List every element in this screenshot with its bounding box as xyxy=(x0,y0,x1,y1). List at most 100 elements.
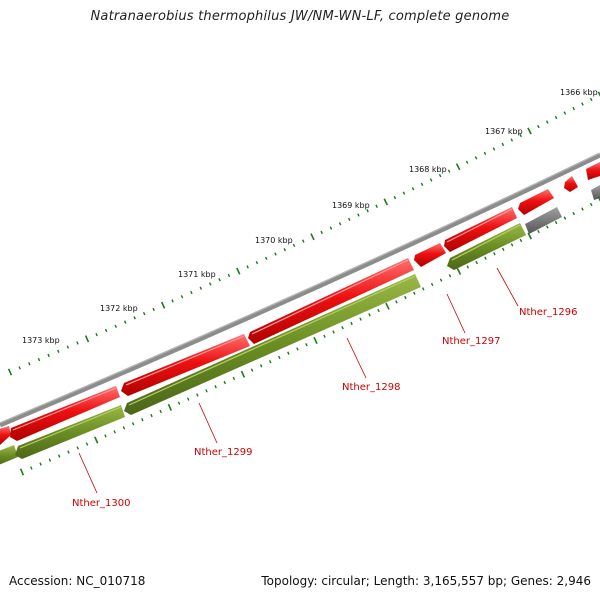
gene-forward-2 xyxy=(10,386,120,441)
leader-nther-1296 xyxy=(496,267,519,307)
outer-tick-9 xyxy=(95,332,98,337)
outer-tick-3 xyxy=(37,357,41,362)
inner-tick-28 xyxy=(278,355,281,360)
outer-tick-35 xyxy=(338,222,342,226)
inner-tick-27 xyxy=(268,359,272,364)
outer-tick-63 xyxy=(589,97,593,102)
genome-backbone xyxy=(0,152,600,428)
outer-tick-23 xyxy=(227,273,231,278)
scale-label-1373: 1373 kbp xyxy=(22,336,60,345)
outer-tick-28 xyxy=(274,252,277,256)
inner-tick-41 xyxy=(395,300,398,304)
inner-tick-56 xyxy=(527,232,533,240)
inner-tick-35 xyxy=(341,326,344,330)
leader-nther-1298 xyxy=(346,337,367,379)
scale-label-1370: 1370 kbp xyxy=(255,236,293,245)
feature-grey-2 xyxy=(591,185,600,200)
inner-tick-31 xyxy=(305,343,308,347)
outer-tick-61 xyxy=(572,106,575,111)
inner-tick-1 xyxy=(30,466,33,470)
inner-tick-23 xyxy=(232,376,236,381)
outer-tick-53 xyxy=(501,142,505,147)
outer-tick-44 xyxy=(420,182,424,187)
outer-tick-58 xyxy=(545,120,549,124)
gene-reverse-3 xyxy=(124,274,421,415)
inner-tick-58 xyxy=(546,225,549,229)
inner-tick-52 xyxy=(493,252,496,256)
inner-tick-20 xyxy=(205,389,208,393)
inner-tick-22 xyxy=(223,380,227,385)
outer-tick-24 xyxy=(236,267,241,275)
inner-tick-34 xyxy=(332,330,335,334)
gene-forward-7 xyxy=(518,189,554,215)
outer-tick-46 xyxy=(438,173,442,178)
map-title: Natranaerobius thermophilus JW/NM-WN-LF,… xyxy=(90,9,510,24)
inner-tick-55 xyxy=(519,238,523,243)
outer-tick-32 xyxy=(310,233,315,241)
inner-tick-4 xyxy=(57,454,61,458)
gene-label-nther-1298: Nther_1298 xyxy=(342,382,400,393)
outer-tick-34 xyxy=(329,226,333,230)
outer-tick-48 xyxy=(455,163,461,171)
outer-tick-16 xyxy=(160,301,166,309)
outer-tick-22 xyxy=(218,278,221,282)
inner-scale-ticks xyxy=(19,196,600,476)
inner-tick-29 xyxy=(287,351,290,355)
inner-tick-18 xyxy=(186,397,190,401)
inner-tick-46 xyxy=(439,278,443,282)
outer-tick-30 xyxy=(292,243,296,248)
outer-tick-64 xyxy=(597,91,600,97)
gene-forward-6 xyxy=(444,207,517,252)
inner-tick-19 xyxy=(196,393,199,397)
inner-tick-64 xyxy=(597,196,600,202)
gene-forward-4 xyxy=(248,258,414,344)
leader-nther-1299 xyxy=(198,402,218,444)
inner-tick-16 xyxy=(167,403,173,411)
outer-tick-40 xyxy=(383,198,389,206)
inner-tick-24 xyxy=(240,370,246,378)
outer-tick-56 xyxy=(527,127,532,135)
inner-tick-50 xyxy=(475,260,478,265)
gene-label-nther-1296: Nther_1296 xyxy=(519,307,577,318)
scale-label-1367: 1367 kbp xyxy=(485,127,523,136)
feature-grey-1 xyxy=(525,207,562,234)
inner-tick-45 xyxy=(430,282,434,287)
outer-tick-38 xyxy=(366,209,369,213)
inner-tick-36 xyxy=(350,321,353,326)
outer-tick-50 xyxy=(474,156,478,160)
outer-tick-62 xyxy=(581,102,584,106)
inner-tick-47 xyxy=(448,274,452,278)
inner-tick-54 xyxy=(510,243,514,247)
gene-forward-9 xyxy=(586,162,600,180)
outer-tick-36 xyxy=(347,217,351,222)
scale-label-1368: 1368 kbp xyxy=(409,165,447,174)
gene-forward-5 xyxy=(414,243,446,267)
leader-nther-1300 xyxy=(78,452,98,494)
inner-tick-7 xyxy=(85,442,89,446)
inner-tick-60 xyxy=(563,216,567,220)
inner-tick-43 xyxy=(413,291,416,295)
inner-tick-14 xyxy=(150,413,153,418)
gene-labels: Nther_1296 Nther_1297 Nther_1298 Nther_1… xyxy=(72,307,577,509)
gene-label-nther-1299: Nther_1299 xyxy=(194,447,252,458)
inner-tick-0 xyxy=(19,468,25,476)
scale-label-1369: 1369 kbp xyxy=(332,201,370,210)
outer-tick-15 xyxy=(152,307,155,312)
scale-label-1366: 1366 kbp xyxy=(560,88,598,97)
outer-tick-0 xyxy=(7,368,13,376)
inner-tick-48 xyxy=(456,267,462,275)
inner-tick-15 xyxy=(159,409,162,414)
scale-label-1371: 1371 kbp xyxy=(178,270,216,279)
outer-scale-ticks xyxy=(7,91,600,376)
inner-tick-26 xyxy=(259,364,263,368)
gene-forward-3 xyxy=(121,334,250,396)
inner-tick-53 xyxy=(501,247,505,251)
outer-tick-49 xyxy=(465,160,469,164)
outer-tick-27 xyxy=(264,256,268,260)
outer-tick-60 xyxy=(563,111,567,115)
scale-label-1372: 1372 kbp xyxy=(100,304,138,313)
outer-tick-55 xyxy=(519,133,522,138)
inner-tick-2 xyxy=(39,462,42,466)
inner-tick-11 xyxy=(122,426,126,430)
accession-label: Accession: NC_010718 xyxy=(9,574,146,588)
